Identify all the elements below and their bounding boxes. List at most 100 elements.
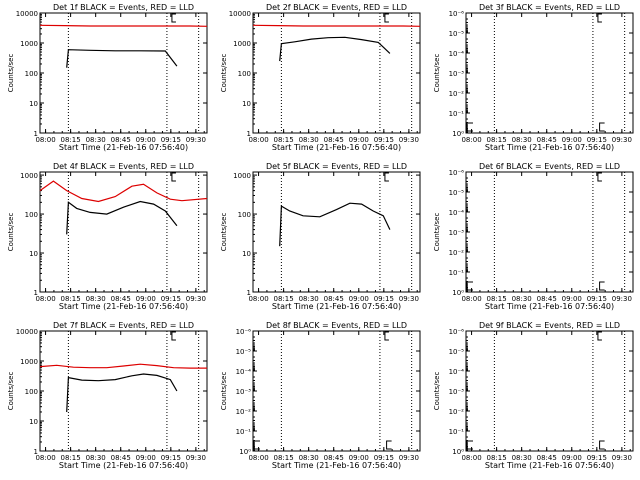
chart-title: Det 4f BLACK = Events, RED = LLD <box>53 162 194 171</box>
y-tick-label: 10⁻³ <box>449 229 465 237</box>
y-tick-label: 10⁻⁵ <box>449 348 465 356</box>
y-tick-label: 1000 <box>233 172 251 180</box>
x-tick-label: 09:30 <box>612 295 632 303</box>
x-tick-label: 09:30 <box>612 454 632 462</box>
x-tick-label: 08:45 <box>537 454 557 462</box>
chart-title: Det 3f BLACK = Events, RED = LLD <box>479 3 620 12</box>
y-tick-label: 10⁻⁵ <box>236 348 252 356</box>
x-tick-label: 09:00 <box>349 136 369 144</box>
series-line-lld <box>39 363 207 369</box>
axes-frame <box>465 330 634 452</box>
x-axis-label: Start Time (21-Feb-16 07:56:40) <box>485 143 614 152</box>
x-tick-label: 08:30 <box>86 136 106 144</box>
x-axis-label: Start Time (21-Feb-16 07:56:40) <box>485 461 614 470</box>
y-axis-label: Counts/sec <box>7 213 15 252</box>
x-tick-label: 08:00 <box>248 454 268 462</box>
series-line-lld <box>39 24 208 27</box>
y-tick-label: 10⁻¹ <box>236 428 252 436</box>
bracket-marker <box>466 122 473 132</box>
x-tick-label: 09:15 <box>161 295 181 303</box>
x-tick-label: 09:15 <box>587 454 607 462</box>
x-tick-label: 08:00 <box>35 295 55 303</box>
bracket-marker <box>597 13 602 23</box>
y-axis-label: Counts/sec <box>220 54 228 93</box>
y-tick-label: 10⁻⁴ <box>449 368 465 376</box>
series-line-lld <box>252 24 421 27</box>
y-tick-label: 1 <box>247 289 251 297</box>
axes-frame <box>465 171 634 293</box>
x-axis-label: Start Time (21-Feb-16 07:56:40) <box>272 143 401 152</box>
x-tick-label: 09:00 <box>349 295 369 303</box>
axes-frame <box>252 12 421 134</box>
y-tick-label: 1000 <box>233 40 251 48</box>
chart-panel-8: Det 8f BLACK = Events, RED = LLD 08:00 08:… <box>220 321 421 470</box>
x-tick-label: 08:30 <box>86 295 106 303</box>
y-tick-label: 1 <box>34 130 38 138</box>
x-tick-label: 09:15 <box>161 136 181 144</box>
x-tick-label: 08:45 <box>111 136 131 144</box>
x-tick-label: 08:15 <box>61 136 81 144</box>
y-tick-label: 10⁻¹ <box>449 269 465 277</box>
x-tick-label: 08:30 <box>512 136 532 144</box>
x-tick-label: 08:45 <box>111 454 131 462</box>
y-tick-label: 10⁻³ <box>236 388 252 396</box>
bracket-marker <box>466 440 473 450</box>
y-tick-label: 100 <box>25 70 38 78</box>
chart-panel-9: Det 9f BLACK = Events, RED = LLD 08:00 08:… <box>433 321 634 470</box>
y-axis-label: Counts/sec <box>7 372 15 411</box>
x-tick-label: 09:15 <box>374 295 394 303</box>
x-tick-label: 08:45 <box>324 454 344 462</box>
bracket-marker <box>384 331 389 341</box>
x-tick-label: 08:45 <box>537 295 557 303</box>
x-tick-label: 08:00 <box>461 454 481 462</box>
bracket-marker <box>599 281 605 291</box>
bracket-marker <box>386 440 392 450</box>
x-tick-label: 09:30 <box>399 136 419 144</box>
y-tick-label: 10⁻⁶ <box>449 169 465 177</box>
x-tick-label: 09:00 <box>136 136 156 144</box>
axes-frame <box>252 171 421 293</box>
x-tick-label: 09:00 <box>562 295 582 303</box>
y-tick-label: 10⁻¹ <box>449 428 465 436</box>
y-tick-label: 10⁻² <box>449 90 465 98</box>
x-tick-label: 08:00 <box>248 295 268 303</box>
y-tick-label: 10⁻³ <box>449 388 465 396</box>
y-tick-label: 1 <box>34 448 38 456</box>
x-axis-label: Start Time (21-Feb-16 07:56:40) <box>59 143 188 152</box>
y-tick-label: 10 <box>29 100 38 108</box>
y-tick-label: 1 <box>247 130 251 138</box>
bracket-marker <box>597 331 602 341</box>
y-tick-label: 10⁰ <box>452 130 464 138</box>
y-tick-label: 1000 <box>20 358 38 366</box>
y-tick-label: 10⁻² <box>449 408 465 416</box>
chart-panel-5: Det 5f BLACK = Events, RED = LLD 08:00 08:… <box>220 162 421 311</box>
x-tick-label: 08:15 <box>274 454 294 462</box>
x-tick-label: 09:00 <box>136 295 156 303</box>
x-tick-label: 08:15 <box>61 295 81 303</box>
y-tick-label: 100 <box>238 70 251 78</box>
series-line-events <box>279 202 391 247</box>
chart-title: Det 8f BLACK = Events, RED = LLD <box>266 321 407 330</box>
x-tick-label: 08:00 <box>35 454 55 462</box>
x-tick-label: 09:30 <box>399 295 419 303</box>
x-tick-label: 09:15 <box>587 295 607 303</box>
y-tick-label: 10⁻⁶ <box>449 328 465 336</box>
y-tick-label: 100 <box>25 211 38 219</box>
y-tick-label: 1000 <box>20 172 38 180</box>
bracket-marker <box>171 331 176 341</box>
axes-frame <box>39 12 208 134</box>
y-tick-label: 10⁰ <box>452 448 464 456</box>
y-tick-label: 1000 <box>20 40 38 48</box>
x-tick-label: 08:15 <box>487 295 507 303</box>
y-tick-label: 10⁻³ <box>449 70 465 78</box>
bracket-marker <box>384 172 389 182</box>
chart-panel-6: Det 6f BLACK = Events, RED = LLD 08:00 08:… <box>433 162 634 311</box>
x-tick-label: 09:30 <box>186 454 206 462</box>
x-tick-label: 08:45 <box>324 295 344 303</box>
x-tick-label: 08:00 <box>461 295 481 303</box>
x-tick-label: 08:00 <box>248 136 268 144</box>
chart-panel-2: Det 2f BLACK = Events, RED = LLD 08:00 08:… <box>220 3 421 152</box>
axes-frame <box>465 12 634 134</box>
series-line-events <box>66 373 178 413</box>
x-tick-label: 08:00 <box>35 136 55 144</box>
